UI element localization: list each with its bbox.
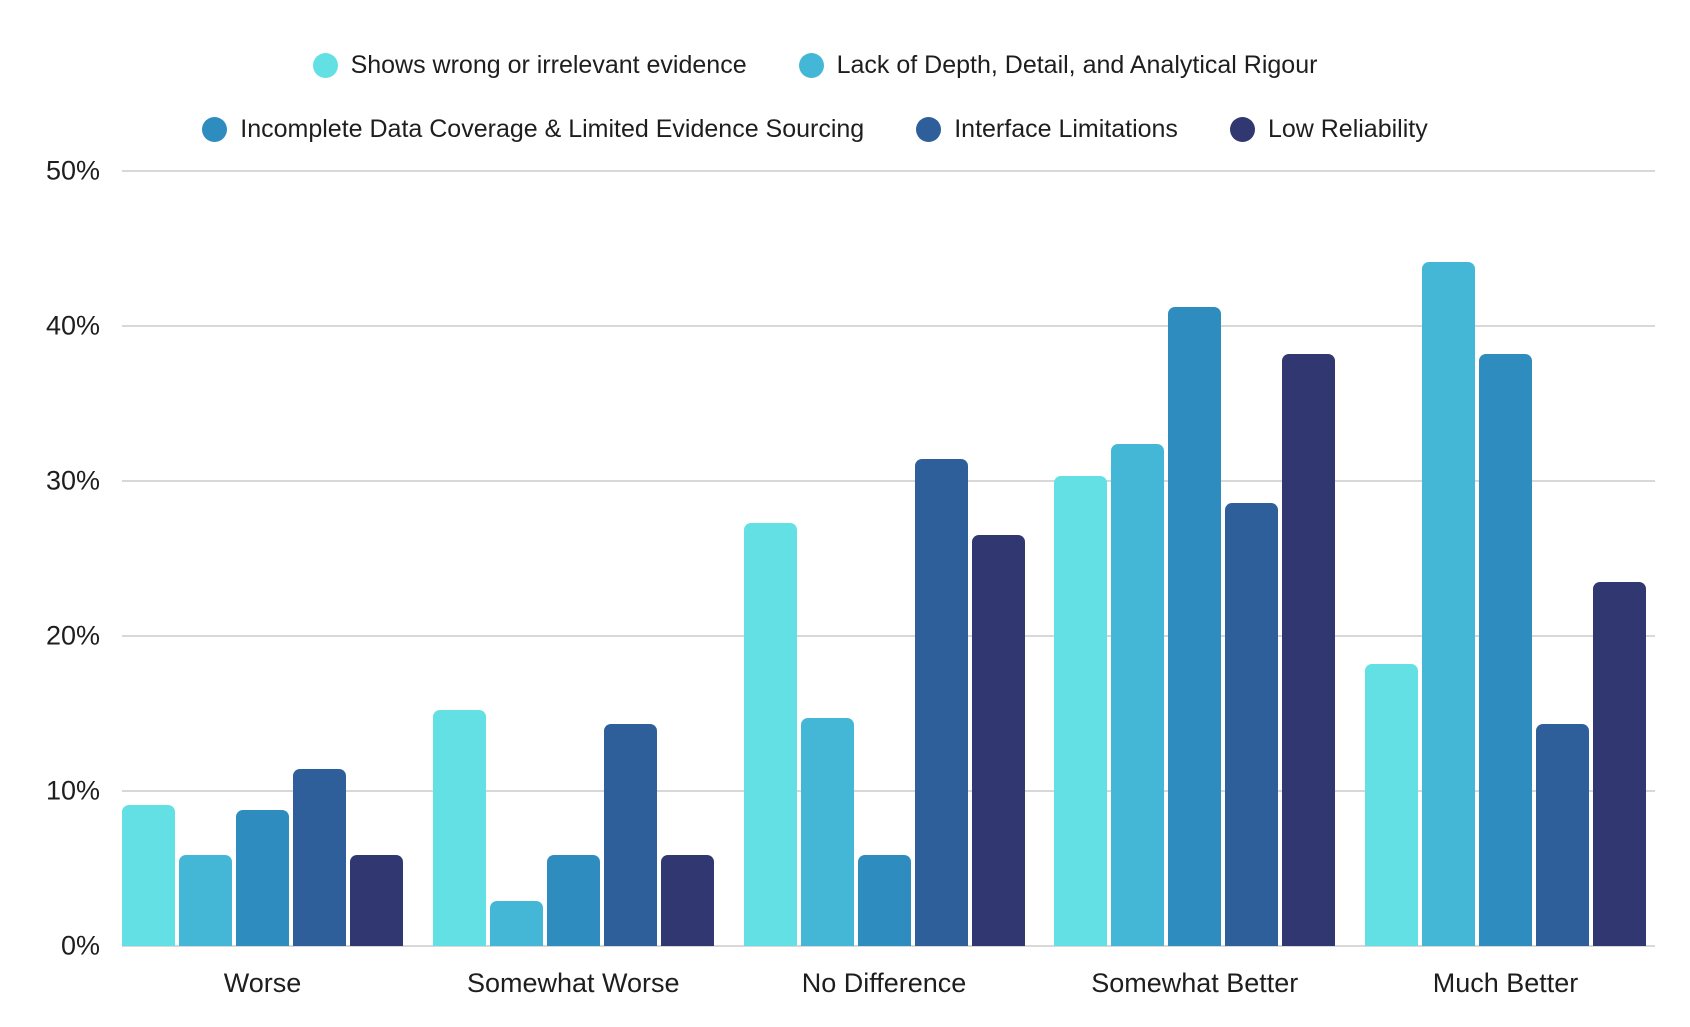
legend-swatch-icon	[202, 116, 228, 142]
legend-swatch-icon	[916, 116, 942, 142]
legend-item: Shows wrong or irrelevant evidence	[312, 48, 747, 82]
y-axis-tick-label: 50%	[45, 155, 100, 186]
x-axis-category-label: Much Better	[1432, 968, 1579, 998]
bar	[489, 901, 543, 946]
legend-item: Lack of Depth, Detail, and Analytical Ri…	[798, 48, 1318, 82]
x-axis-category-label: Worse	[223, 968, 302, 998]
bar	[971, 535, 1025, 946]
gridline	[122, 945, 1655, 947]
bar	[350, 854, 403, 946]
y-axis-tick-label: 0%	[60, 930, 100, 961]
bar	[1479, 353, 1532, 946]
bar	[660, 854, 714, 946]
x-axis: Worse Somewhat Worse No Difference Somewhat…	[122, 966, 1646, 1000]
chart-legend: Shows wrong or irrelevant evidence Lack o…	[0, 48, 1660, 146]
bar	[743, 522, 797, 946]
bar	[857, 854, 911, 946]
gridline	[122, 170, 1655, 172]
bar	[1282, 353, 1336, 946]
bars-area	[122, 171, 1646, 946]
y-axis-tick-label: 30%	[45, 465, 100, 496]
bar-group	[432, 171, 714, 946]
legend-label: Incomplete Data Coverage & Limited Evide…	[240, 115, 865, 143]
legend-swatch-icon	[1229, 116, 1255, 142]
bar	[122, 804, 175, 946]
gridline	[122, 635, 1655, 637]
legend-row-2: Incomplete Data Coverage & Limited Evide…	[202, 112, 1428, 146]
bar	[1422, 262, 1475, 946]
bar	[1054, 476, 1108, 946]
legend-label: Interface Limitations	[954, 115, 1178, 143]
bar	[914, 459, 968, 946]
y-axis-tick-label: 20%	[45, 620, 100, 651]
bar	[1593, 581, 1646, 946]
legend-item: Low Reliability	[1229, 112, 1428, 146]
x-axis-category-label: No Difference	[801, 968, 967, 998]
bar	[546, 854, 600, 946]
bar-group	[1054, 171, 1336, 946]
bar-group	[743, 171, 1025, 946]
legend-swatch-icon	[798, 52, 824, 78]
chart-plot-area	[122, 170, 1655, 947]
bar	[432, 710, 486, 946]
bar-group	[122, 171, 403, 946]
legend-label: Lack of Depth, Detail, and Analytical Ri…	[836, 51, 1318, 79]
gridline	[122, 790, 1655, 792]
bar	[1225, 502, 1279, 946]
bar	[1536, 724, 1589, 946]
legend-swatch-icon	[312, 52, 338, 78]
bar	[1168, 307, 1222, 946]
x-axis-category-label: Somewhat Worse	[466, 968, 680, 998]
gridline	[122, 480, 1655, 482]
bar	[293, 769, 346, 946]
bar-group	[1365, 171, 1646, 946]
bar	[179, 854, 232, 946]
legend-item: Incomplete Data Coverage & Limited Evide…	[202, 112, 864, 146]
bar	[800, 718, 854, 946]
legend-row-1: Shows wrong or irrelevant evidence Lack o…	[312, 48, 1318, 82]
legend-label: Low Reliability	[1267, 115, 1428, 143]
gridline	[122, 325, 1655, 327]
y-axis-tick-label: 40%	[45, 310, 100, 341]
bar	[1365, 663, 1418, 946]
bar	[236, 809, 289, 946]
x-axis-category-label: Somewhat Better	[1091, 968, 1299, 998]
legend-item: Interface Limitations	[916, 112, 1178, 146]
y-axis: 0% 10% 20% 30% 40% 50%	[0, 0, 100, 1027]
bar	[1111, 443, 1165, 946]
bar	[603, 724, 657, 946]
legend-label: Shows wrong or irrelevant evidence	[350, 51, 747, 79]
y-axis-tick-label: 10%	[45, 775, 100, 806]
